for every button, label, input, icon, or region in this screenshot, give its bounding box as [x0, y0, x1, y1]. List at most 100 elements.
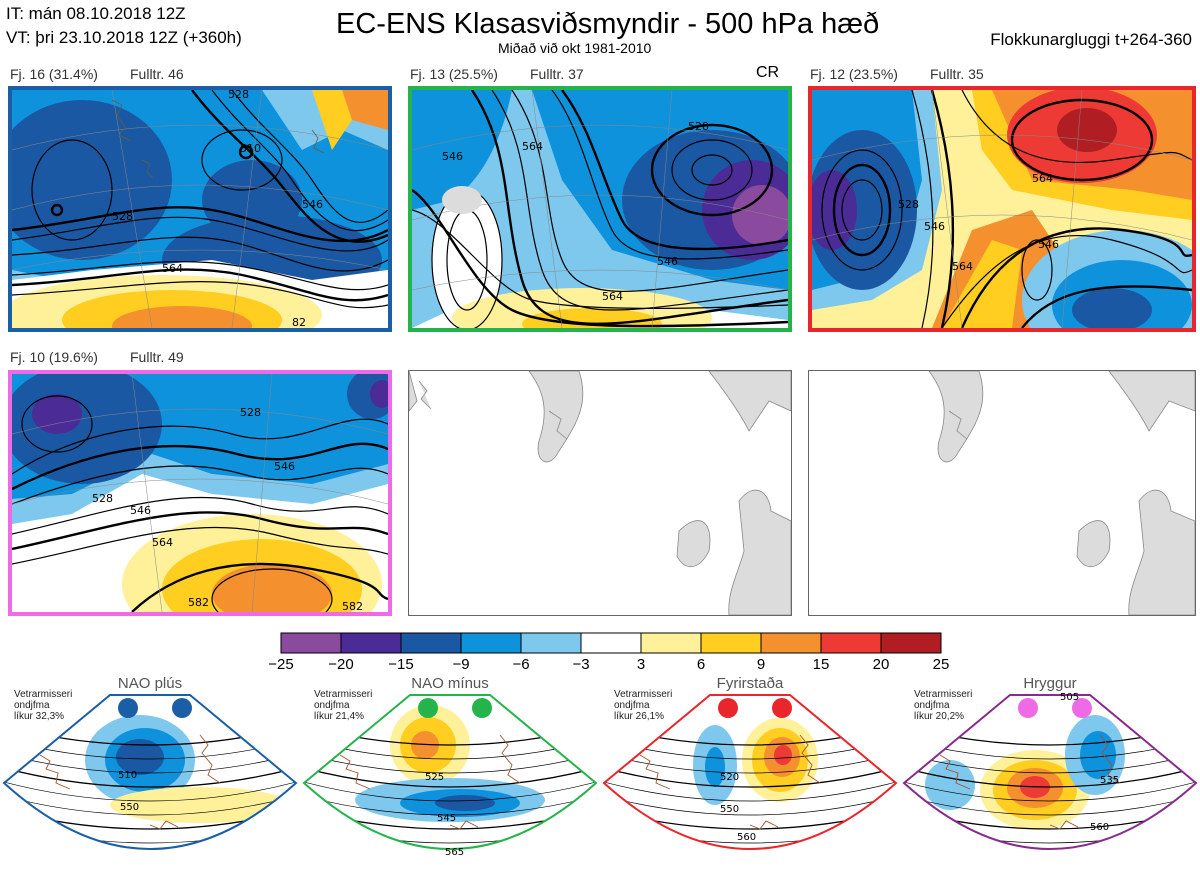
colorbar-swatch: [760, 632, 822, 654]
colorbar-swatch: [280, 632, 342, 654]
regime-panel: 505 535 560 Hryggur Vetrarmisseri ondjfma líku…: [900, 675, 1200, 871]
panel-2-label: Fj. 13 (25.5%): [410, 66, 498, 82]
regime-contour-label: 505: [1060, 692, 1079, 703]
regime-note-line: líkur 32,3%: [14, 711, 65, 722]
regime-contour-label: 525: [425, 772, 444, 783]
regime-name: Fyrirstaða: [716, 675, 784, 692]
regime-contour-label: 565: [445, 847, 464, 858]
colorbar-swatch: [340, 632, 402, 654]
panel-4-label: Fj. 10 (19.6%): [10, 349, 98, 365]
contour-label: 564: [522, 140, 543, 153]
contour-label: 546: [130, 504, 151, 517]
panel-3-count: Fulltr. 35: [930, 66, 984, 82]
regime-marker-dot: [1018, 698, 1038, 718]
colorbar-swatch: [460, 632, 522, 654]
cluster-panel-1: 528 510 546 564 528 82: [8, 86, 392, 332]
regime-marker-dot: [172, 698, 192, 718]
colorbar-swatch: [520, 632, 582, 654]
classification-window: Flokkunargluggi t+264-360: [990, 30, 1192, 49]
regime-contour-label: 535: [1100, 775, 1119, 786]
regime-name: NAO plús: [117, 675, 183, 692]
regime-contour-label: 545: [437, 813, 456, 824]
regime-note-line: Vetrarmisseri: [14, 689, 73, 700]
contour-label: 528: [240, 406, 261, 419]
regime-panel: 520 550 560 Fyrirstaða Vetrarmisseri ondjfma l…: [600, 675, 900, 871]
regime-name: Hryggur: [1023, 675, 1077, 692]
panel-2-tag: CR: [756, 64, 780, 81]
colorbar-swatch: [700, 632, 762, 654]
colorbar-tick-label: −15: [388, 656, 414, 673]
colorbar-tick-label: 6: [696, 656, 706, 673]
regime-note-line: líkur 20,2%: [914, 711, 965, 722]
regime-note: Vetrarmisseri ondjfma líkur 32,3%: [14, 689, 72, 722]
regime-note: Vetrarmisseri ondjfma líkur 21,4%: [314, 689, 372, 722]
regime-contour-label: 560: [1090, 822, 1109, 833]
regime-note-line: líkur 26,1%: [614, 711, 665, 722]
regime-name: NAO mínus: [411, 675, 489, 692]
regime-contour-label: 560: [737, 832, 756, 843]
regime-panel: 525 545 565 NAO mínus Vetrarmisseri ondjfma lí…: [300, 675, 600, 871]
contour-label: 564: [1032, 172, 1053, 185]
cluster-panel-3: 528 546 564 546 564: [808, 86, 1196, 332]
regime-note-line: Vetrarmisseri: [314, 689, 373, 700]
colorbar-tick-label: −6: [512, 656, 530, 673]
colorbar-swatch: [640, 632, 702, 654]
regime-contour-label: 520: [720, 772, 739, 783]
contour-label: 528: [688, 120, 709, 133]
colorbar-swatch: [400, 632, 462, 654]
colorbar-tick-label: −9: [452, 656, 470, 673]
colorbar-tick-label: −3: [572, 656, 590, 673]
colorbar-swatch: [880, 632, 942, 654]
contour-label: 564: [152, 536, 173, 549]
empty-map-panel-1: [408, 370, 792, 616]
empty-map-panel-2: [808, 370, 1196, 616]
regime-panel: 510 550 NAO plús Vetrarmisseri ondjfma líkur …: [0, 675, 300, 871]
regime-note-line: ondjfma: [314, 700, 350, 711]
colorbar: [280, 632, 942, 654]
panel-1-label: Fj. 16 (31.4%): [10, 66, 98, 82]
contour-label: 582: [188, 596, 209, 609]
panel-1-count: Fulltr. 46: [130, 66, 184, 82]
contour-label: 582: [342, 600, 363, 612]
contour-label: 546: [442, 150, 463, 163]
regime-note-line: ondjfma: [14, 700, 50, 711]
regime-note-line: ondjfma: [914, 700, 950, 711]
page-subtitle: Miðað við okt 1981-2010: [498, 40, 652, 56]
colorbar-tick-label: −25: [268, 656, 294, 673]
colorbar-tick-label: 9: [756, 656, 766, 673]
regime-marker-dot: [1072, 698, 1092, 718]
contour-label: 528: [92, 492, 113, 505]
regime-note-line: Vetrarmisseri: [614, 689, 673, 700]
panel-4-count: Fulltr. 49: [130, 349, 184, 365]
regime-contour-label: 550: [120, 802, 139, 813]
regime-note: Vetrarmisseri ondjfma líkur 26,1%: [614, 689, 672, 722]
page-title: EC-ENS Klasasviðsmyndir - 500 hPa hæð: [336, 8, 880, 40]
panel-3-label: Fj. 12 (23.5%): [810, 66, 898, 82]
contour-label: 82: [292, 316, 306, 328]
cluster-panel-2: 528 546 564 546 564: [408, 86, 792, 332]
contour-label: 564: [602, 290, 623, 303]
contour-label: 528: [228, 90, 249, 101]
colorbar-tick-label: −20: [328, 656, 354, 673]
initial-time: IT: mán 08.10.2018 12Z: [6, 4, 186, 23]
regime-note-line: ondjfma: [614, 700, 650, 711]
regime-note: Vetrarmisseri ondjfma líkur 20,2%: [914, 689, 972, 722]
colorbar-swatch: [580, 632, 642, 654]
contour-label: 546: [1038, 238, 1059, 251]
regime-note-line: líkur 21,4%: [314, 711, 365, 722]
regime-marker-dot: [772, 698, 792, 718]
regime-contour-label: 550: [720, 804, 739, 815]
regime-note-line: Vetrarmisseri: [914, 689, 973, 700]
regime-contour-label: 510: [118, 770, 137, 781]
contour-label: 564: [952, 260, 973, 273]
colorbar-tick-label: 15: [812, 656, 830, 673]
colorbar-tick-label: 25: [932, 656, 950, 673]
colorbar-tick-label: 20: [872, 656, 890, 673]
contour-label: 546: [657, 255, 678, 268]
regime-marker-dot: [118, 698, 138, 718]
regime-marker-dot: [718, 698, 738, 718]
contour-label: 528: [898, 198, 919, 211]
contour-label: 546: [924, 220, 945, 233]
cluster-panel-4: 528 546 528 546 564 582 582: [8, 370, 392, 616]
colorbar-tick-label: 3: [636, 656, 646, 673]
